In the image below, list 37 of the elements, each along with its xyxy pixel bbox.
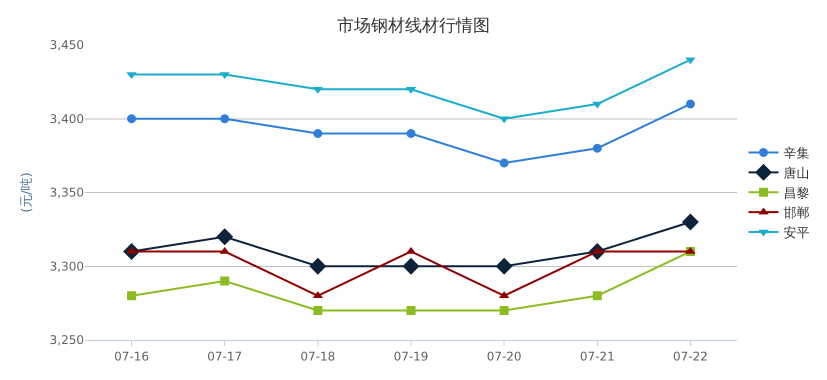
y-tick-label: 3,350 bbox=[50, 186, 84, 200]
y-tick-label: 3,450 bbox=[50, 38, 84, 52]
legend-label: 辛集 bbox=[784, 146, 810, 162]
y-tick-label: 3,250 bbox=[50, 333, 84, 348]
point bbox=[406, 129, 416, 138]
point bbox=[220, 276, 230, 286]
point bbox=[402, 258, 420, 275]
point bbox=[127, 114, 136, 124]
point bbox=[592, 291, 602, 300]
point bbox=[309, 258, 326, 275]
point bbox=[496, 258, 513, 275]
point bbox=[220, 114, 230, 124]
x-tick-label: 07-16 bbox=[114, 349, 150, 364]
point bbox=[682, 214, 699, 230]
point bbox=[313, 129, 322, 138]
point bbox=[686, 100, 695, 108]
y-tick-label: 3,400 bbox=[50, 112, 84, 126]
point bbox=[216, 228, 234, 246]
point bbox=[127, 291, 136, 300]
x-tick-label: 07-19 bbox=[394, 349, 428, 364]
point bbox=[313, 306, 322, 315]
point bbox=[592, 144, 602, 153]
legend-label: 邯郸 bbox=[784, 206, 810, 222]
y-tick-label: 3,300 bbox=[50, 259, 84, 274]
x-tick-label: 07-21 bbox=[580, 349, 615, 364]
point bbox=[406, 306, 416, 315]
legend-label: 昌黎 bbox=[784, 186, 810, 202]
legend-label: 唐山 bbox=[784, 166, 810, 182]
point bbox=[500, 158, 509, 168]
legend-label: 安平 bbox=[784, 225, 810, 242]
chart-title: 市场钢材线材行情图 bbox=[337, 16, 490, 36]
x-tick-label: 07-18 bbox=[300, 349, 336, 364]
x-tick-label: 07-20 bbox=[486, 349, 522, 364]
y-axis-title: (元/吨) bbox=[20, 172, 35, 213]
x-tick-label: 07-17 bbox=[207, 349, 242, 364]
point bbox=[500, 306, 509, 315]
x-tick-label: 07-22 bbox=[672, 349, 708, 364]
